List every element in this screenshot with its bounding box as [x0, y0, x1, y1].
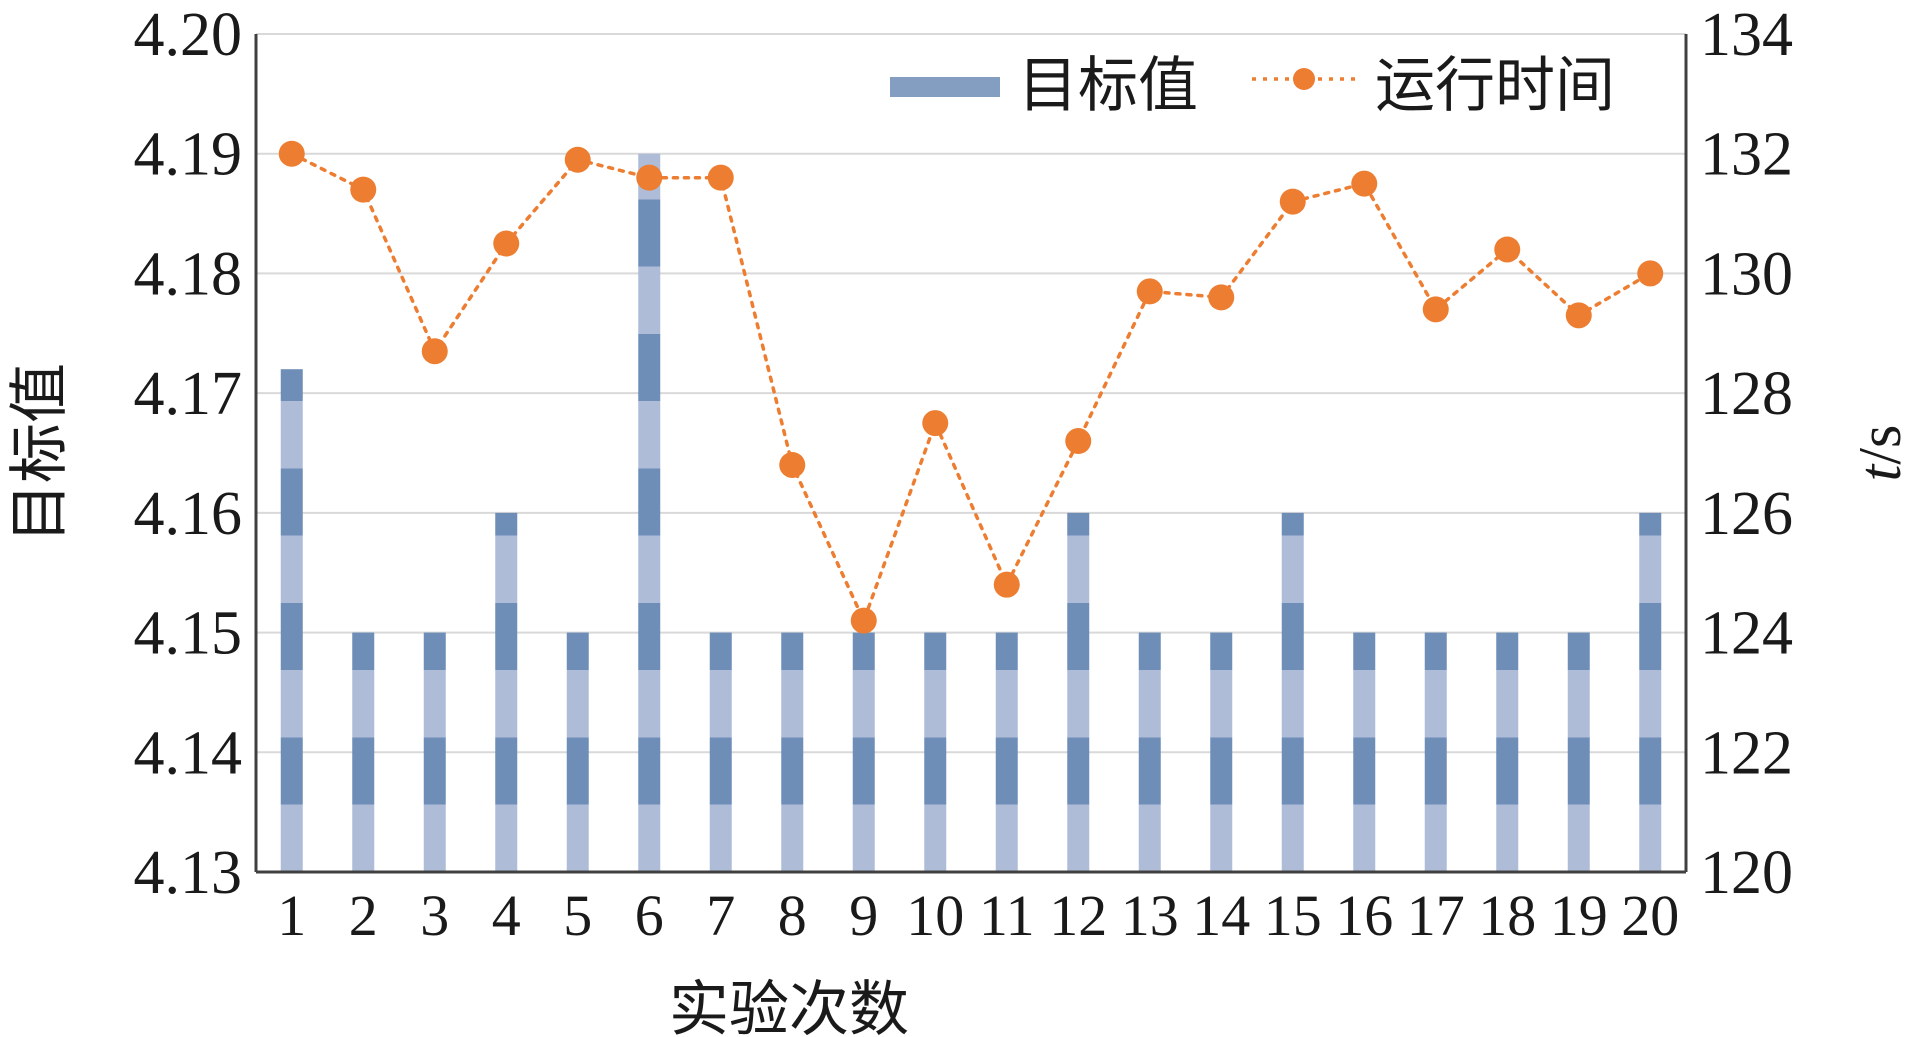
y2-axis-title: t/s: [1847, 425, 1913, 482]
x-tick-label-18: 18: [1478, 883, 1536, 948]
x-tick-label-16: 16: [1335, 883, 1393, 948]
line-point-10: [922, 410, 949, 437]
bar-10: [924, 632, 947, 872]
line-point-19: [1565, 302, 1592, 329]
x-tick-label-13: 13: [1121, 883, 1179, 948]
line-point-3: [421, 338, 448, 365]
bar-9: [852, 632, 875, 872]
x-tick-label-10: 10: [906, 883, 964, 948]
line-point-18: [1494, 236, 1521, 263]
bar-12: [1067, 512, 1090, 872]
x-tick-label-7: 7: [706, 883, 735, 948]
line-point-17: [1422, 296, 1449, 323]
bar-4: [495, 512, 518, 872]
line-point-13: [1136, 278, 1163, 305]
legend-line-marker: [1293, 68, 1315, 90]
bar-1: [280, 369, 303, 872]
y2-tick-label-134: 134: [1700, 1, 1793, 69]
bar-11: [995, 632, 1018, 872]
line-point-7: [707, 164, 734, 191]
x-tick-label-9: 9: [849, 883, 878, 948]
x-tick-labels: 1 2 3 4 5 6 7 8 9 10 11 12 13 14 15 16 17 18 19 20: [277, 883, 1679, 948]
bar-3: [423, 632, 446, 872]
bar-17: [1424, 632, 1447, 872]
y2-tick-label-128: 128: [1700, 360, 1793, 428]
legend: 目标值 运行时间: [890, 51, 1615, 121]
line-series: [278, 140, 1664, 634]
x-tick-label-6: 6: [635, 883, 664, 948]
line-point-5: [564, 146, 591, 173]
line-point-20: [1637, 260, 1664, 287]
bar-16: [1353, 632, 1376, 872]
line-point-12: [1065, 428, 1092, 455]
y2-tick-label-120: 120: [1700, 839, 1793, 907]
bar-5: [566, 632, 589, 872]
x-tick-label-15: 15: [1264, 883, 1322, 948]
line-point-16: [1351, 170, 1378, 197]
x-tick-label-14: 14: [1192, 883, 1250, 948]
x-tick-label-8: 8: [778, 883, 807, 948]
bar-18: [1496, 632, 1519, 872]
line-point-11: [993, 571, 1020, 598]
bar-6: [638, 153, 661, 872]
bar-15: [1281, 512, 1304, 872]
y2-axis-title-symbol: t: [1847, 463, 1913, 481]
y2-tick-label-122: 122: [1700, 719, 1793, 787]
line-point-8: [779, 451, 806, 478]
legend-label-line: 运行时间: [1375, 51, 1615, 121]
y-axis-title: 目标值: [5, 363, 75, 543]
legend-label-bar: 目标值: [1018, 51, 1198, 121]
y2-tick-label-124: 124: [1700, 600, 1793, 668]
x-tick-label-20: 20: [1621, 883, 1679, 948]
line-point-4: [493, 230, 520, 257]
x-tick-label-17: 17: [1407, 883, 1465, 948]
x-tick-label-11: 11: [979, 883, 1035, 948]
y-tick-label-4.20: 4.20: [134, 1, 243, 69]
bar-19: [1567, 632, 1590, 872]
right-tick-labels: 120 122 124 126 128 130 132 134: [1700, 1, 1793, 907]
y-tick-label-4.16: 4.16: [134, 480, 243, 548]
bar-8: [781, 632, 804, 872]
y-tick-label-4.13: 4.13: [134, 839, 243, 907]
y2-tick-label-130: 130: [1700, 240, 1793, 308]
line-point-14: [1208, 284, 1235, 311]
bar-14: [1210, 632, 1233, 872]
bar-13: [1138, 632, 1161, 872]
x-tick-label-3: 3: [420, 883, 449, 948]
y-tick-label-4.17: 4.17: [134, 360, 243, 428]
left-tick-labels: 4.13 4.14 4.15 4.16 4.17 4.18 4.19 4.20: [134, 1, 243, 907]
legend-bar-swatch: [890, 77, 1000, 97]
x-tick-label-12: 12: [1049, 883, 1107, 948]
x-tick-label-5: 5: [563, 883, 592, 948]
line-point-9: [850, 607, 877, 634]
x-tick-label-1: 1: [277, 883, 306, 948]
x-axis-title: 实验次数: [669, 975, 909, 1037]
x-tick-label-2: 2: [349, 883, 378, 948]
x-tick-label-19: 19: [1550, 883, 1608, 948]
bar-2: [352, 632, 375, 872]
y-tick-label-4.14: 4.14: [134, 719, 243, 787]
y-tick-label-4.15: 4.15: [134, 600, 243, 668]
y-tick-label-4.19: 4.19: [134, 121, 243, 189]
grid-lines: [256, 33, 1686, 754]
y-tick-label-4.18: 4.18: [134, 240, 243, 308]
bar-7: [709, 632, 732, 872]
x-tick-label-4: 4: [492, 883, 521, 948]
line-point-1: [278, 140, 305, 167]
y2-axis-title-unit: /s: [1847, 425, 1913, 465]
line-point-15: [1279, 188, 1306, 215]
axes: [254, 34, 1688, 874]
line-path-run-time: [290, 151, 1653, 626]
bar-20: [1639, 512, 1662, 872]
y2-tick-label-132: 132: [1700, 121, 1793, 189]
line-point-2: [350, 176, 377, 203]
bar-series: [280, 153, 1662, 872]
line-point-6: [636, 164, 663, 191]
y2-tick-label-126: 126: [1700, 480, 1793, 548]
